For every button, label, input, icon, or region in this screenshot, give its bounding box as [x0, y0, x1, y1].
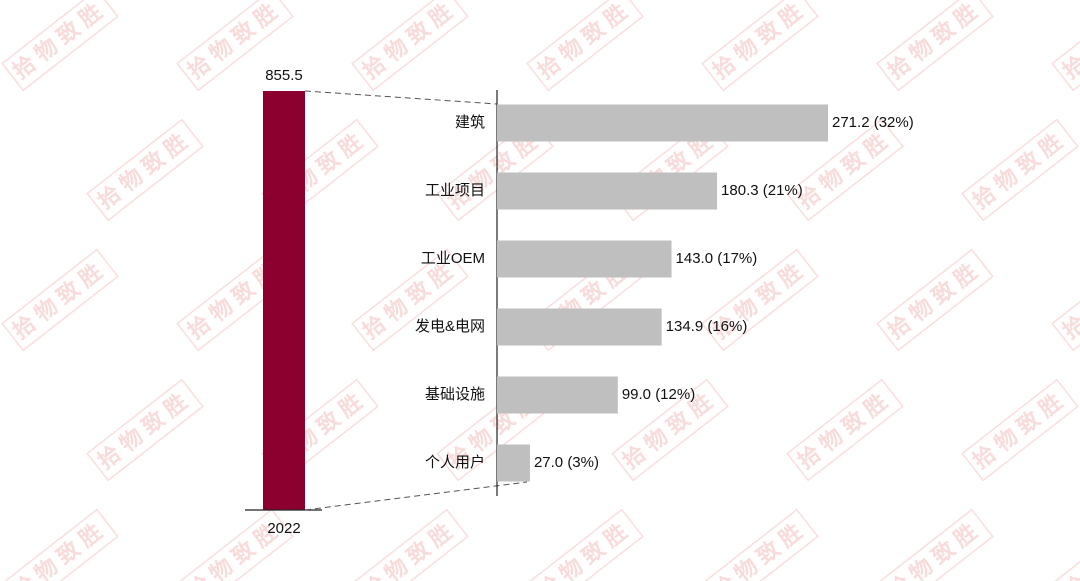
watermark-box	[351, 248, 469, 352]
bar	[497, 104, 828, 142]
watermark: 拾物致胜	[786, 378, 904, 482]
plot: 855.5 2022 建筑 271.2 (32%) 工业项目 180.3 (21%) 工业O…	[245, 67, 914, 537]
watermark-box	[876, 0, 994, 92]
watermark: 拾物致胜	[1051, 0, 1080, 92]
value-label: 271.2 (32%)	[832, 114, 914, 131]
total-bar	[263, 91, 305, 510]
watermark-box	[1, 248, 119, 352]
bar	[497, 308, 662, 346]
watermark-text: 拾物致胜	[968, 125, 1072, 214]
y-tick-label: 工业OEM	[421, 250, 485, 267]
connector	[304, 481, 528, 511]
watermark: 拾物致胜	[1, 0, 119, 92]
watermark: 拾物致胜	[1, 508, 119, 581]
watermark-box	[176, 0, 294, 92]
value-label: 134.9 (16%)	[666, 318, 748, 335]
connector	[304, 90, 498, 105]
y-tick-label: 建筑	[455, 114, 485, 131]
watermark: 拾物致胜	[1, 248, 119, 352]
watermark: 拾物致胜	[961, 378, 1079, 482]
bar	[497, 172, 718, 210]
watermark-text: 拾物致胜	[708, 0, 812, 84]
watermark-box	[351, 0, 469, 92]
watermark-text: 拾物致胜	[883, 0, 987, 84]
watermark: 拾物致胜	[86, 378, 204, 482]
watermark-box	[526, 508, 644, 581]
watermark-text: 拾物致胜	[1058, 255, 1080, 344]
watermark-text: 拾物致胜	[93, 125, 197, 214]
watermark-text: 拾物致胜	[793, 385, 897, 474]
value-label: 27.0 (3%)	[534, 454, 599, 471]
watermark-box	[786, 378, 904, 482]
watermark-box	[351, 508, 469, 581]
watermark-text: 拾物致胜	[8, 255, 112, 344]
watermark-box	[526, 0, 644, 92]
watermark: 拾物致胜	[876, 0, 994, 92]
watermark-text: 拾物致胜	[708, 515, 812, 581]
watermark-box	[701, 248, 819, 352]
bar	[497, 376, 618, 414]
value-label: 99.0 (12%)	[622, 386, 695, 403]
x-tick-label: 2022	[267, 520, 300, 537]
watermark-box	[1051, 0, 1080, 92]
watermark: 拾物致胜	[526, 0, 644, 92]
watermark-box	[701, 508, 819, 581]
y-tick-label: 发电&电网	[415, 318, 485, 335]
watermark-box	[176, 508, 294, 581]
watermark-box	[961, 378, 1079, 482]
watermark-box	[86, 118, 204, 222]
watermark-text: 拾物致胜	[883, 515, 987, 581]
watermark-text: 拾物致胜	[533, 515, 637, 581]
y-tick-label: 工业项目	[425, 182, 485, 199]
watermark: 拾物致胜	[876, 508, 994, 581]
watermark-box	[961, 118, 1079, 222]
watermark-box	[786, 118, 904, 222]
watermark: 拾物致胜	[701, 508, 819, 581]
watermark-text: 拾物致胜	[533, 0, 637, 84]
watermark-box	[1, 508, 119, 581]
watermark-box	[876, 248, 994, 352]
watermark: 拾物致胜	[1051, 248, 1080, 352]
watermark-box	[876, 508, 994, 581]
watermark: 拾物致胜	[961, 118, 1079, 222]
watermark: 拾物致胜	[876, 248, 994, 352]
watermark-box	[1051, 248, 1080, 352]
watermark: 拾物致胜	[351, 508, 469, 581]
watermark: 拾物致胜	[1051, 508, 1080, 581]
watermark-text: 拾物致胜	[8, 515, 112, 581]
watermark: 拾物致胜	[351, 0, 469, 92]
watermark-text: 拾物致胜	[93, 385, 197, 474]
watermark-text: 拾物致胜	[358, 515, 462, 581]
watermark-box	[701, 0, 819, 92]
watermark-text: 拾物致胜	[883, 255, 987, 344]
y-tick-label: 基础设施	[425, 386, 485, 403]
watermark: 拾物致胜	[701, 0, 819, 92]
watermark-box	[86, 378, 204, 482]
bar	[497, 240, 672, 278]
watermark-box	[1, 0, 119, 92]
watermark-text: 拾物致胜	[968, 385, 1072, 474]
watermark-box	[611, 378, 729, 482]
value-label: 855.5	[265, 67, 303, 84]
watermark-text: 拾物致胜	[358, 0, 462, 84]
y-tick-label: 个人用户	[425, 454, 485, 471]
watermark-text: 拾物致胜	[8, 0, 112, 84]
watermark: 拾物致胜	[526, 508, 644, 581]
value-label: 143.0 (17%)	[676, 250, 758, 267]
value-label: 180.3 (21%)	[721, 182, 803, 199]
watermark: 拾物致胜	[86, 118, 204, 222]
bar	[497, 444, 530, 482]
watermark-text: 拾物致胜	[1058, 0, 1080, 84]
